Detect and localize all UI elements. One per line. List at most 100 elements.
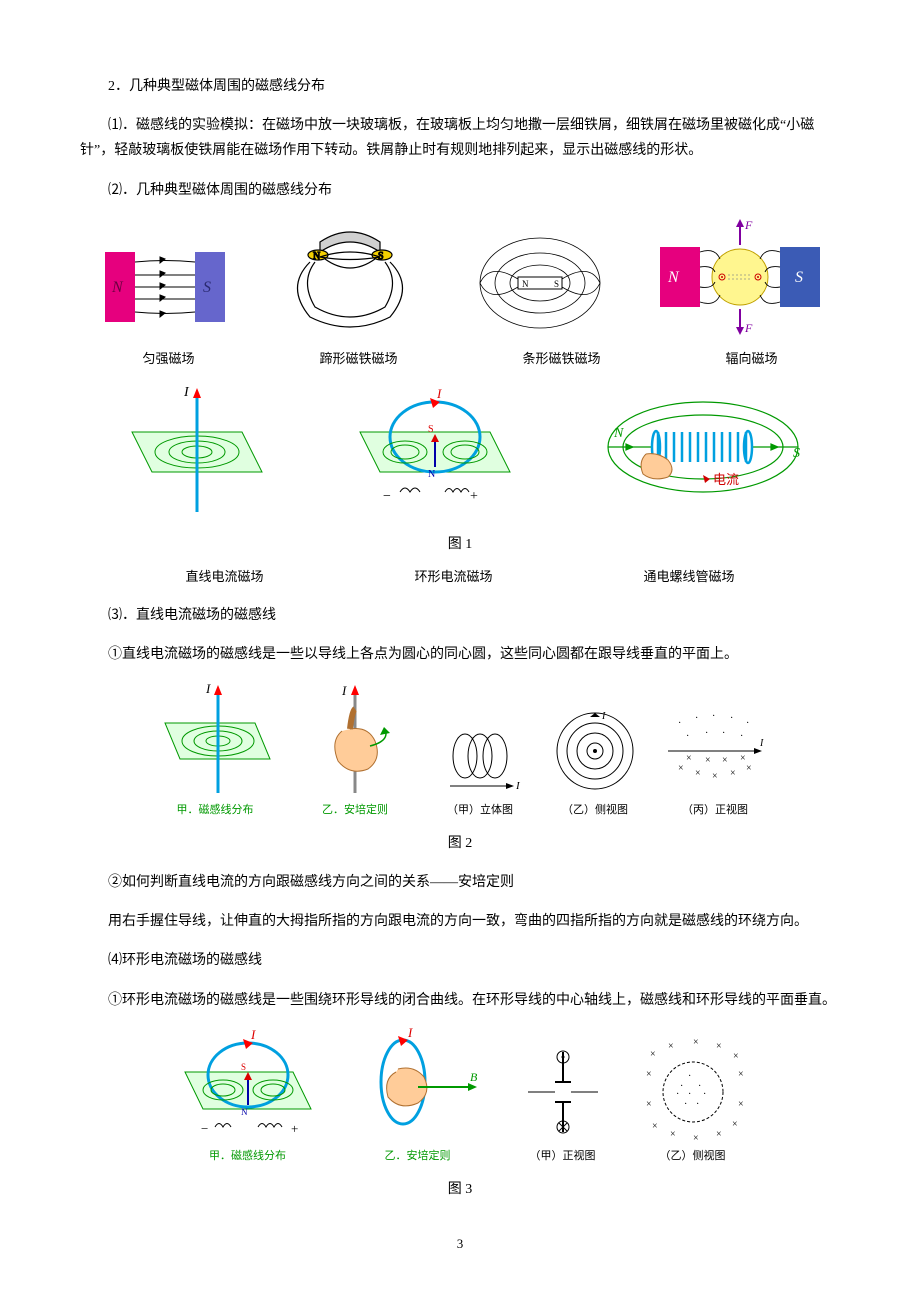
para-4-text: 用右手握住导线，让伸直的大拇指所指的方向跟电流的方向一致，弯曲的四指所指的方向就… — [80, 909, 840, 934]
svg-text:S: S — [554, 279, 559, 289]
fig2c-I: I — [515, 780, 521, 792]
row1-captions: 匀强磁场 蹄形磁铁磁场 条形磁铁磁场 辐向磁场 — [80, 347, 840, 370]
label-I2: I — [436, 386, 442, 401]
cap-horseshoe: 蹄形磁铁磁场 — [319, 347, 397, 370]
p3-title: 直线电流磁场的磁感线 — [136, 608, 276, 623]
svg-text:·: · — [722, 728, 725, 739]
fig3-view-a: （甲）正视图 — [530, 1147, 596, 1167]
svg-text:·: · — [696, 1099, 699, 1110]
fig2-b-icon: I — [300, 681, 410, 801]
cap-loop: 环形电流磁场 — [414, 565, 492, 588]
svg-text:·: · — [686, 731, 689, 742]
svg-text:·: · — [695, 713, 698, 724]
svg-text:·: · — [678, 718, 681, 729]
svg-text:×: × — [686, 753, 692, 764]
svg-text:−: − — [383, 489, 391, 504]
svg-text:×: × — [705, 755, 711, 766]
svg-text:·: · — [680, 1081, 683, 1092]
para-1-label: ⑴． — [108, 118, 136, 133]
loop-field-icon: I S N −+ — [345, 382, 525, 522]
svg-text:N: N — [313, 251, 320, 262]
svg-text:N: N — [667, 269, 680, 286]
figure-3-row: I SN −+ 甲．磁感线分布 I B 乙．安培定则 — [80, 1027, 840, 1167]
row2-captions: 直线电流磁场 环形电流磁场 通电螺线管磁场 — [80, 565, 840, 588]
svg-text:·: · — [684, 1099, 687, 1110]
p3-label: ⑶． — [108, 608, 136, 623]
fig1-label: 图 1 — [80, 532, 840, 557]
para-2-label: ⑵． — [108, 183, 136, 198]
figure-row-1: N S N S NS — [80, 217, 840, 337]
svg-text:S: S — [241, 1062, 246, 1072]
svg-text:·: · — [730, 713, 733, 724]
svg-text:·: · — [676, 1089, 679, 1100]
para-1: ⑴．磁感线的实验模拟：在磁场中放一块玻璃板，在玻璃板上均匀地撒一层细铁屑，细铁屑… — [80, 113, 840, 163]
svg-text:×: × — [652, 1121, 658, 1132]
svg-text:×: × — [740, 753, 746, 764]
fig2-sub-b: 乙．安培定则 — [322, 801, 388, 821]
fig2-view-c: （丙）正视图 — [682, 801, 748, 821]
svg-text:·: · — [698, 1081, 701, 1092]
svg-text:×: × — [693, 1037, 699, 1048]
fig2-sub-a: 甲．磁感线分布 — [177, 801, 254, 821]
page: 2．几种典型磁体周围的磁感线分布 ⑴．磁感线的实验模拟：在磁场中放一块玻璃板，在… — [0, 0, 920, 1315]
para-5-bullet: ①环形电流磁场的磁感线是一些围绕环形导线的闭合曲线。在环形导线的中心轴线上，磁感… — [80, 988, 840, 1013]
svg-text:×: × — [733, 1051, 739, 1062]
svg-text:N: N — [111, 279, 124, 296]
fig2-label: 图 2 — [80, 831, 840, 856]
fig3-sub-a: 甲．磁感线分布 — [209, 1147, 286, 1167]
fig3b-I: I — [407, 1027, 413, 1040]
fig2e-I: I — [759, 738, 764, 749]
svg-text:×: × — [678, 763, 684, 774]
bar-field-icon: NS — [470, 227, 610, 337]
svg-text:S: S — [203, 279, 211, 296]
svg-text:×: × — [738, 1069, 744, 1080]
svg-text:F: F — [744, 218, 753, 232]
label-current: 电流 — [713, 472, 739, 487]
fig2-d-icon: I — [550, 701, 640, 801]
svg-text:F: F — [744, 321, 753, 335]
fig3-a-icon: I SN −+ — [173, 1027, 323, 1147]
para-5-title: ⑷环形电流磁场的磁感线 — [80, 948, 840, 973]
para-1-text: 磁感线的实验模拟：在磁场中放一块玻璃板，在玻璃板上均匀地撒一层细铁屑，细铁屑在磁… — [80, 118, 814, 158]
uniform-field-icon: N S — [100, 237, 230, 337]
label-N: N — [428, 469, 435, 480]
cap-solenoid: 通电螺线管磁场 — [643, 565, 734, 588]
cap-straight: 直线电流磁场 — [185, 565, 263, 588]
svg-text:+: + — [291, 1121, 298, 1136]
fig2-c-icon: I — [430, 701, 530, 801]
svg-text:×: × — [712, 771, 718, 782]
svg-text:×: × — [693, 1133, 699, 1144]
svg-text:×: × — [716, 1129, 722, 1140]
fig2b-I: I — [341, 683, 347, 698]
fig2-e-icon: I ····· ···· ××××× ×××× — [660, 701, 770, 801]
para-3-title: ⑶．直线电流磁场的磁感线 — [80, 603, 840, 628]
p5-b1-label: ① — [108, 993, 122, 1008]
section-title: 几种典型磁体周围的磁感线分布 — [129, 79, 325, 94]
fig3-view-b: （乙）侧视图 — [660, 1147, 726, 1167]
solenoid-icon: 电流 N S — [598, 382, 808, 522]
p4-b2-title: 如何判断直线电流的方向跟磁感线方向之间的关系——安培定则 — [122, 875, 514, 890]
svg-text:×: × — [738, 1099, 744, 1110]
page-number: 3 — [80, 1232, 840, 1255]
svg-text:×: × — [730, 768, 736, 779]
fig3a-I: I — [250, 1027, 256, 1042]
p5-b1: 环形电流磁场的磁感线是一些围绕环形导线的闭合曲线。在环形导线的中心轴线上，磁感线… — [122, 993, 836, 1008]
cap-uniform: 匀强磁场 — [142, 347, 194, 370]
svg-text:·: · — [740, 731, 743, 742]
svg-text:·: · — [688, 1089, 691, 1100]
label-I: I — [183, 385, 190, 400]
svg-text:×: × — [646, 1069, 652, 1080]
fig3b-B: B — [470, 1070, 478, 1084]
svg-text:N: N — [241, 1107, 248, 1117]
svg-text:×: × — [670, 1129, 676, 1140]
p3-b1-label: ① — [108, 647, 122, 662]
svg-text:·: · — [746, 718, 749, 729]
section-num: 2． — [108, 79, 129, 94]
svg-text:S: S — [795, 269, 803, 286]
p3-b1: 直线电流磁场的磁感线是一些以导线上各点为圆心的同心圆，这些同心圆都在跟导线垂直的… — [122, 647, 738, 662]
label-S: S — [428, 424, 434, 435]
svg-text:×: × — [646, 1099, 652, 1110]
fig2d-I: I — [601, 711, 606, 722]
fig2a-I: I — [205, 681, 211, 696]
cap-radial: 辐向磁场 — [725, 347, 777, 370]
